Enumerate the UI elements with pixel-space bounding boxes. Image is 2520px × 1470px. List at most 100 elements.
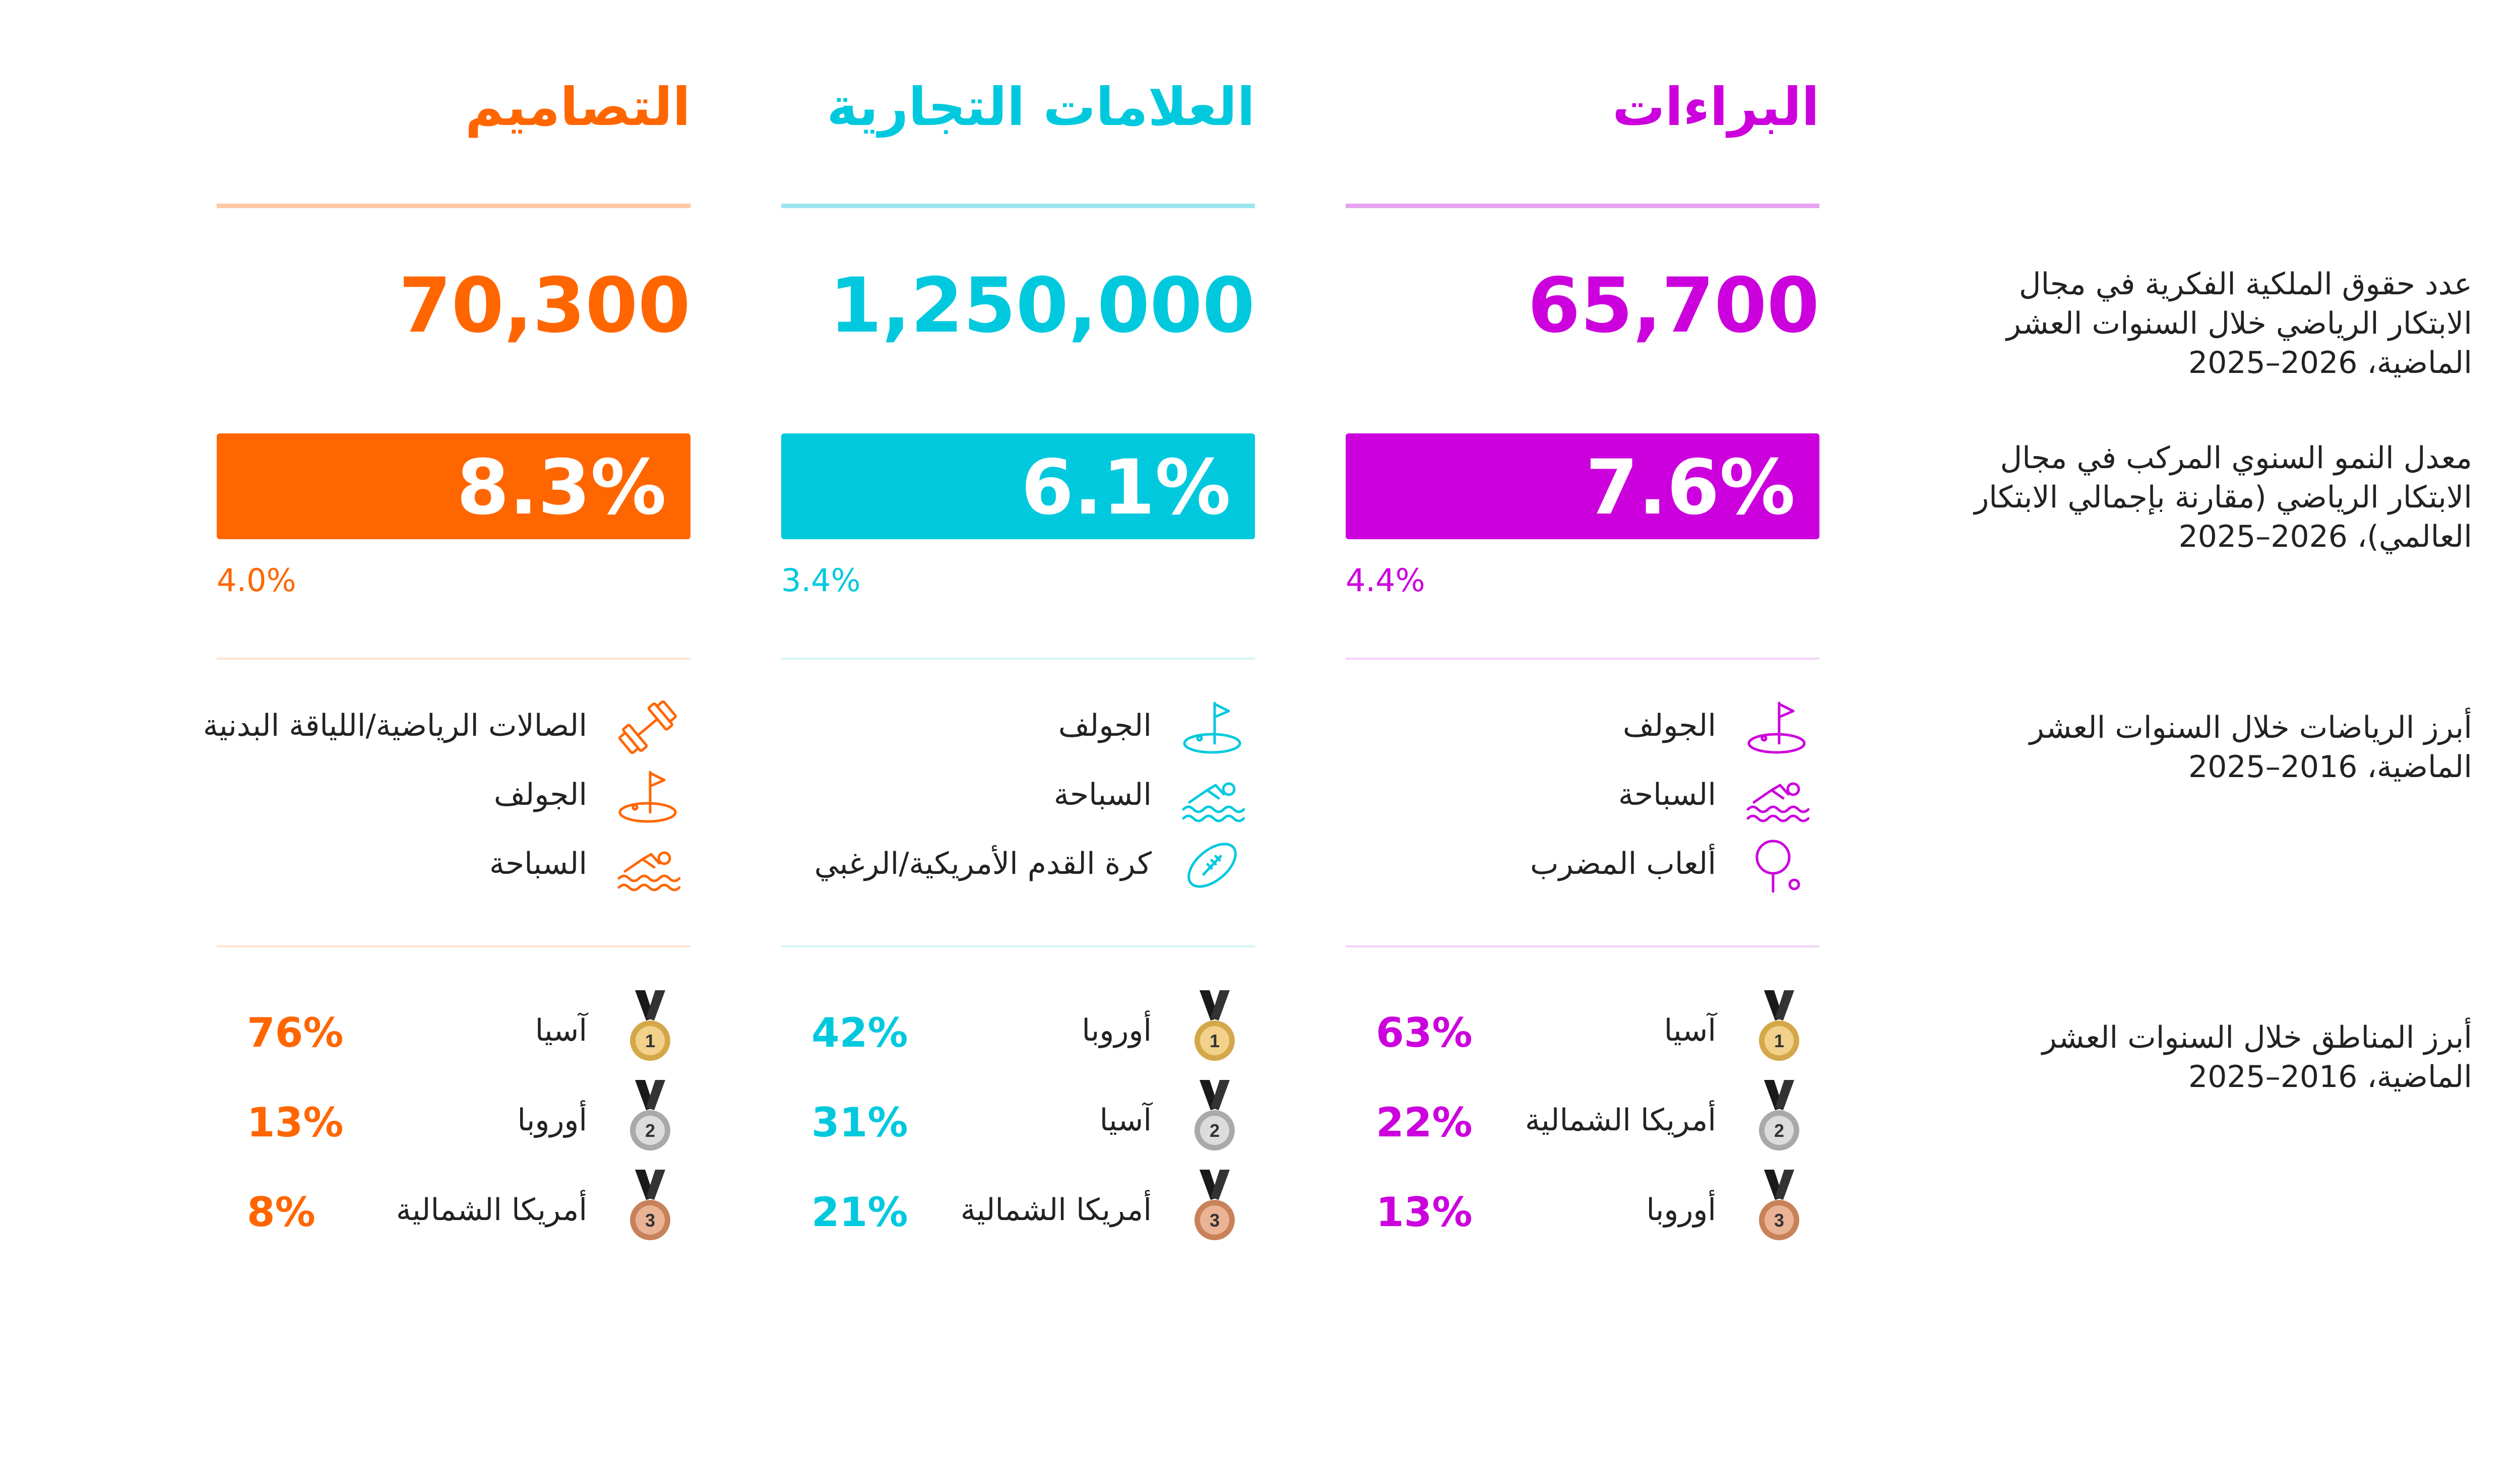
medal-1-icon: 1 <box>625 990 675 1066</box>
region-share: 31% <box>811 1099 908 1146</box>
sport-label: السباحة <box>489 846 587 881</box>
region-item: 1 آسيا 63% <box>1346 990 1819 1066</box>
section-divider <box>781 945 1255 947</box>
medal-3-icon: 3 <box>1189 1170 1240 1245</box>
medal-2-icon: 2 <box>1189 1080 1240 1156</box>
global-cagr-value: 4.0% <box>217 562 296 599</box>
region-share: 13% <box>247 1099 343 1146</box>
sport-item: الجولف <box>1346 697 1819 757</box>
row-label-cagr: معدل النمو السنوي المركب في مجال الابتكا… <box>1968 438 2472 556</box>
column-designs: التصاميم 70,300 8.3% 4.0% الصالات الرياضية/ا… <box>217 0 690 1470</box>
sport-item: الجولف <box>781 697 1255 757</box>
medal-3-icon: 3 <box>625 1170 675 1245</box>
region-name: آسيا <box>1664 1013 1716 1048</box>
region-share: 13% <box>1376 1189 1472 1236</box>
medal-1-icon: 1 <box>1189 990 1240 1066</box>
svg-text:2: 2 <box>1774 1120 1784 1141</box>
section-divider <box>217 658 690 660</box>
title-divider <box>781 204 1255 208</box>
title-divider <box>217 204 690 208</box>
region-item: 3 أمريكا الشمالية 8% <box>217 1170 690 1245</box>
ip-count-value: 65,700 <box>1346 265 1819 348</box>
global-cagr-value: 3.4% <box>781 562 861 599</box>
svg-text:3: 3 <box>1774 1210 1784 1231</box>
region-name: أوروبا <box>1082 1013 1152 1048</box>
sport-label: الصالات الرياضية/اللياقة البدنية <box>203 708 587 743</box>
region-item: 1 آسيا 76% <box>217 990 690 1066</box>
golf-icon <box>1744 697 1809 757</box>
golf-icon <box>615 766 680 826</box>
sport-label: الجولف <box>494 777 587 812</box>
row-label-top-regions: أبرز المناطق خلال السنوات العشر الماضية،… <box>1968 1018 2472 1097</box>
row-label-top-sports: أبرز الرياضات خلال السنوات العشر الماضية… <box>1968 708 2472 787</box>
region-share: 22% <box>1376 1099 1472 1146</box>
sport-item: الجولف <box>217 766 690 826</box>
sport-label: السباحة <box>1054 777 1152 812</box>
region-item: 1 أوروبا 42% <box>781 990 1255 1066</box>
section-divider <box>1346 658 1819 660</box>
sport-label: ألعاب المضرب <box>1530 846 1716 881</box>
cagr-value: 7.6% <box>1586 446 1795 530</box>
column-trademarks: العلامات التجارية 1,250,000 6.1% 3.4% الجولف… <box>781 0 1255 1470</box>
region-name: آسيا <box>535 1013 587 1048</box>
region-name: أمريكا الشمالية <box>1525 1103 1716 1138</box>
american-football-icon <box>1179 835 1245 896</box>
sport-label: الجولف <box>1623 708 1716 743</box>
column-patents: البراءات65,7007.6%4.4%الجولفالسباحةألعاب… <box>1346 0 1819 1470</box>
region-item: 2 أمريكا الشمالية 22% <box>1346 1080 1819 1156</box>
region-share: 21% <box>811 1189 908 1236</box>
svg-text:2: 2 <box>1210 1120 1220 1141</box>
medal-3-icon: 3 <box>1754 1170 1804 1245</box>
region-name: أمريكا الشمالية <box>396 1192 587 1228</box>
region-name: آسيا <box>1100 1103 1152 1138</box>
region-item: 3 أوروبا 13% <box>1346 1170 1819 1245</box>
region-item: 2 آسيا 31% <box>781 1080 1255 1156</box>
svg-text:3: 3 <box>1210 1210 1220 1231</box>
column-title: البراءات <box>1346 76 1819 139</box>
region-share: 63% <box>1376 1009 1472 1056</box>
dumbbell-icon <box>615 697 680 757</box>
sport-item: السباحة <box>217 835 690 896</box>
region-name: أوروبا <box>517 1103 587 1138</box>
column-title: التصاميم <box>217 76 690 139</box>
svg-text:3: 3 <box>645 1210 655 1231</box>
svg-text:1: 1 <box>1210 1031 1220 1051</box>
sport-item: كرة القدم الأمريكية/الرغبي <box>781 835 1255 896</box>
region-item: 3 أمريكا الشمالية 21% <box>781 1170 1255 1245</box>
cagr-value: 6.1% <box>1021 446 1231 530</box>
swimming-icon <box>1179 766 1245 826</box>
cagr-bar: 8.3% <box>217 433 690 539</box>
svg-text:2: 2 <box>645 1120 655 1141</box>
medal-2-icon: 2 <box>1754 1080 1804 1156</box>
region-item: 2 أوروبا 13% <box>217 1080 690 1156</box>
golf-icon <box>1179 697 1245 757</box>
title-divider <box>1346 204 1819 208</box>
region-share: 42% <box>811 1009 908 1056</box>
racket-sports-icon <box>1744 835 1809 896</box>
region-share: 8% <box>247 1189 316 1236</box>
svg-text:1: 1 <box>1774 1031 1784 1051</box>
cagr-bar: 7.6% <box>1346 433 1819 539</box>
column-title: العلامات التجارية <box>781 76 1255 139</box>
cagr-bar: 6.1% <box>781 433 1255 539</box>
cagr-value: 8.3% <box>457 446 666 530</box>
sport-item: ألعاب المضرب <box>1346 835 1819 896</box>
row-label-ip-count: عدد حقوق الملكية الفكرية في مجال الابتكا… <box>1968 265 2472 382</box>
swimming-icon <box>1744 766 1809 826</box>
sport-item: الصالات الرياضية/اللياقة البدنية <box>217 697 690 757</box>
medal-2-icon: 2 <box>625 1080 675 1156</box>
sport-item: السباحة <box>781 766 1255 826</box>
region-name: أوروبا <box>1646 1192 1716 1228</box>
section-divider <box>781 658 1255 660</box>
ip-count-value: 70,300 <box>217 265 690 348</box>
section-divider <box>1346 945 1819 947</box>
region-name: أمريكا الشمالية <box>961 1192 1152 1228</box>
section-divider <box>217 945 690 947</box>
swimming-icon <box>615 835 680 896</box>
sport-label: الجولف <box>1058 708 1152 743</box>
svg-text:1: 1 <box>645 1031 655 1051</box>
global-cagr-value: 4.4% <box>1346 562 1425 599</box>
region-share: 76% <box>247 1009 343 1056</box>
ip-count-value: 1,250,000 <box>781 265 1255 348</box>
medal-1-icon: 1 <box>1754 990 1804 1066</box>
